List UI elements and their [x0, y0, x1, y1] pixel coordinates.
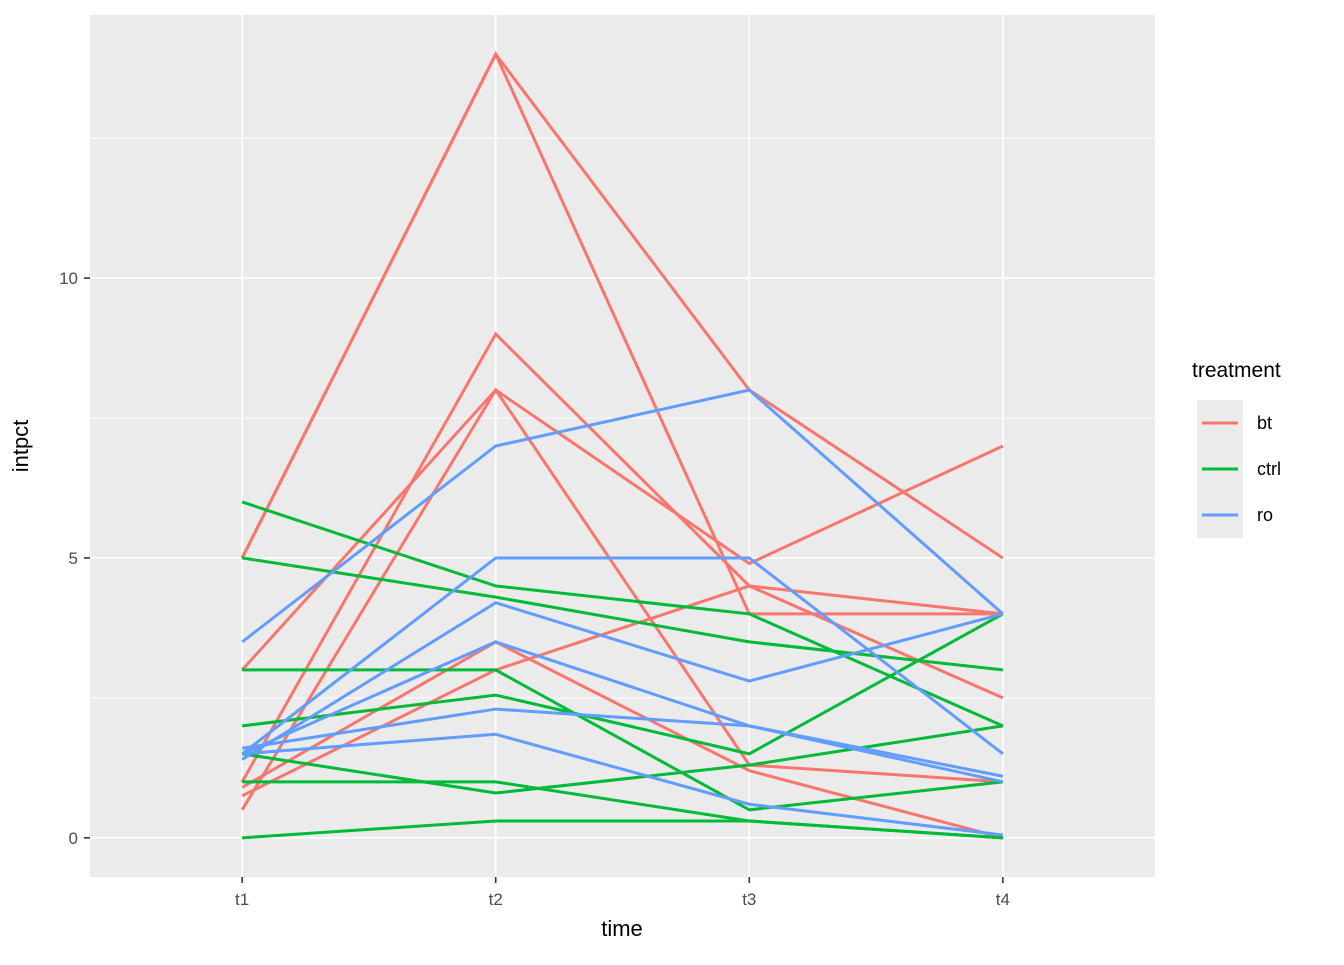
legend-title: treatment	[1192, 359, 1281, 382]
line-ro-1	[241, 388, 1004, 644]
axis-tick-labels: 0 5 10 t1 t2 t3 t4	[59, 269, 1010, 909]
line-ro-6	[242, 732, 1004, 837]
x-axis-title: time	[601, 916, 643, 941]
line-ctrl-7	[242, 819, 1003, 840]
line-ctrl-3	[242, 668, 1004, 812]
line-bt-5	[241, 387, 1003, 784]
legend-key-bt: bt	[1197, 400, 1272, 446]
legend-label-ro: ro	[1257, 505, 1273, 525]
line-ro-5	[241, 707, 1004, 778]
y-tick-label-0: 0	[69, 829, 78, 848]
axis-ticks	[84, 277, 1004, 883]
x-tick-label-t3: t3	[742, 890, 756, 909]
legend: treatment bt ctrl ro	[1192, 359, 1281, 538]
line-bt-6	[241, 640, 1004, 840]
spaghetti-lines	[240, 50, 1004, 840]
line-bt-7	[241, 584, 1004, 798]
line-bt-2	[240, 50, 1003, 616]
legend-label-ctrl: ctrl	[1257, 459, 1281, 479]
line-bt-4	[240, 387, 1004, 811]
x-tick-label-t2: t2	[489, 890, 503, 909]
y-tick-label-10: 10	[59, 269, 78, 288]
line-ro-3	[241, 601, 1004, 761]
x-tick-label-t1: t1	[235, 890, 249, 909]
line-ctrl-4	[241, 612, 1004, 756]
line-bt-3	[240, 331, 1004, 783]
legend-key-ro: ro	[1197, 492, 1273, 538]
legend-key-ctrl: ctrl	[1197, 446, 1281, 492]
x-tick-label-t4: t4	[996, 890, 1010, 909]
line-ctrl-5	[241, 724, 1004, 795]
line-ro-2	[241, 556, 1004, 756]
legend-label-bt: bt	[1257, 413, 1272, 433]
y-axis-title: intpct	[8, 420, 33, 473]
y-tick-label-5: 5	[69, 549, 78, 568]
line-ro-4	[241, 640, 1004, 784]
